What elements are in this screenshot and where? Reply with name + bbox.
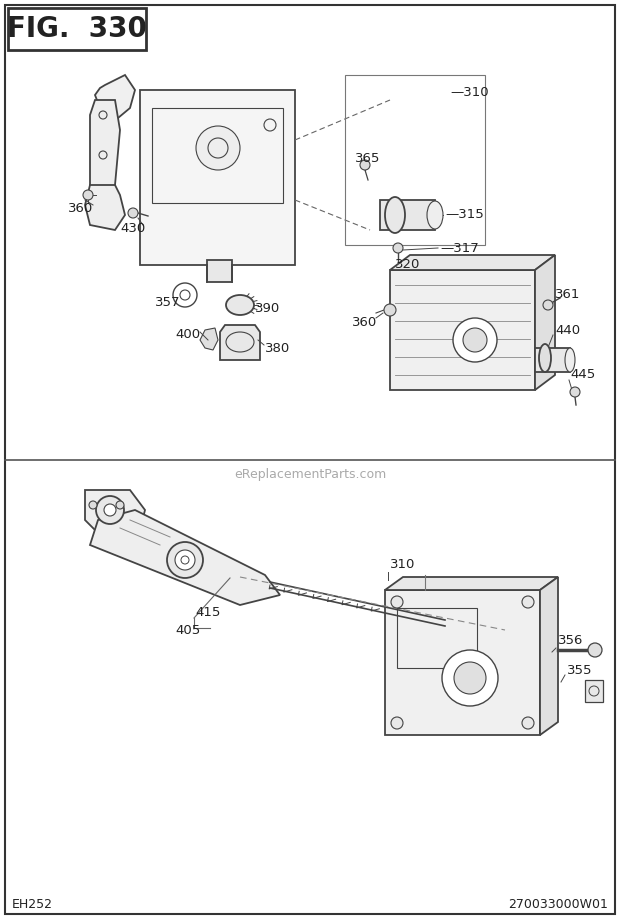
Polygon shape [85,490,145,535]
Text: eReplacementParts.com: eReplacementParts.com [234,468,386,481]
Circle shape [173,283,197,307]
Circle shape [588,643,602,657]
Circle shape [89,501,97,509]
Ellipse shape [539,344,551,372]
Bar [397,608,477,668]
Circle shape [442,650,498,706]
Bar [535,348,570,372]
Bar [152,108,283,203]
Text: 270033000W01: 270033000W01 [508,899,608,912]
Text: 445: 445 [570,369,595,381]
Circle shape [360,160,370,170]
Circle shape [391,717,403,729]
Text: 415: 415 [195,606,220,618]
Text: 357: 357 [155,296,180,309]
Text: —310: —310 [450,85,489,98]
Circle shape [393,243,403,253]
Ellipse shape [427,201,443,229]
Polygon shape [200,328,218,350]
Ellipse shape [226,295,254,315]
Text: 400: 400 [175,328,200,342]
Text: EH252: EH252 [12,899,53,912]
Circle shape [453,318,497,362]
Bar [140,90,295,265]
Bar [8,8,146,50]
Text: 440: 440 [555,323,580,336]
Circle shape [543,300,553,310]
Polygon shape [540,577,558,735]
Text: 310: 310 [390,559,415,572]
Text: 361: 361 [555,289,580,301]
Text: 365: 365 [355,152,381,165]
Polygon shape [390,255,555,270]
Circle shape [175,550,195,570]
Circle shape [196,126,240,170]
Bar [345,75,485,245]
Circle shape [570,387,580,397]
Circle shape [128,208,138,218]
Circle shape [116,501,124,509]
Circle shape [104,504,116,516]
Bar [585,680,603,702]
Text: 355: 355 [567,664,593,676]
Polygon shape [90,510,280,605]
Circle shape [167,542,203,578]
Polygon shape [85,185,125,230]
Text: 356: 356 [558,633,583,646]
Text: 390: 390 [255,301,280,314]
Polygon shape [390,270,535,390]
Ellipse shape [385,197,405,233]
Text: 360: 360 [352,315,377,328]
Polygon shape [385,577,558,590]
Text: —315: —315 [445,209,484,221]
Text: —317: —317 [440,242,479,255]
Polygon shape [90,100,120,210]
Circle shape [96,496,124,524]
Text: FIG.  330: FIG. 330 [7,15,147,43]
Text: 405: 405 [175,623,200,637]
Polygon shape [535,255,555,390]
Polygon shape [385,590,540,735]
Circle shape [391,596,403,608]
Circle shape [454,662,486,694]
Text: 430: 430 [120,221,145,234]
Polygon shape [220,325,260,360]
Circle shape [522,717,534,729]
Polygon shape [95,75,135,118]
Circle shape [83,190,93,200]
Ellipse shape [565,348,575,372]
Bar [207,260,232,282]
Text: 320: 320 [395,258,420,271]
Circle shape [522,596,534,608]
Text: 380: 380 [265,342,290,355]
Circle shape [463,328,487,352]
Circle shape [384,304,396,316]
Text: 360: 360 [68,201,93,214]
Bar [380,200,435,230]
